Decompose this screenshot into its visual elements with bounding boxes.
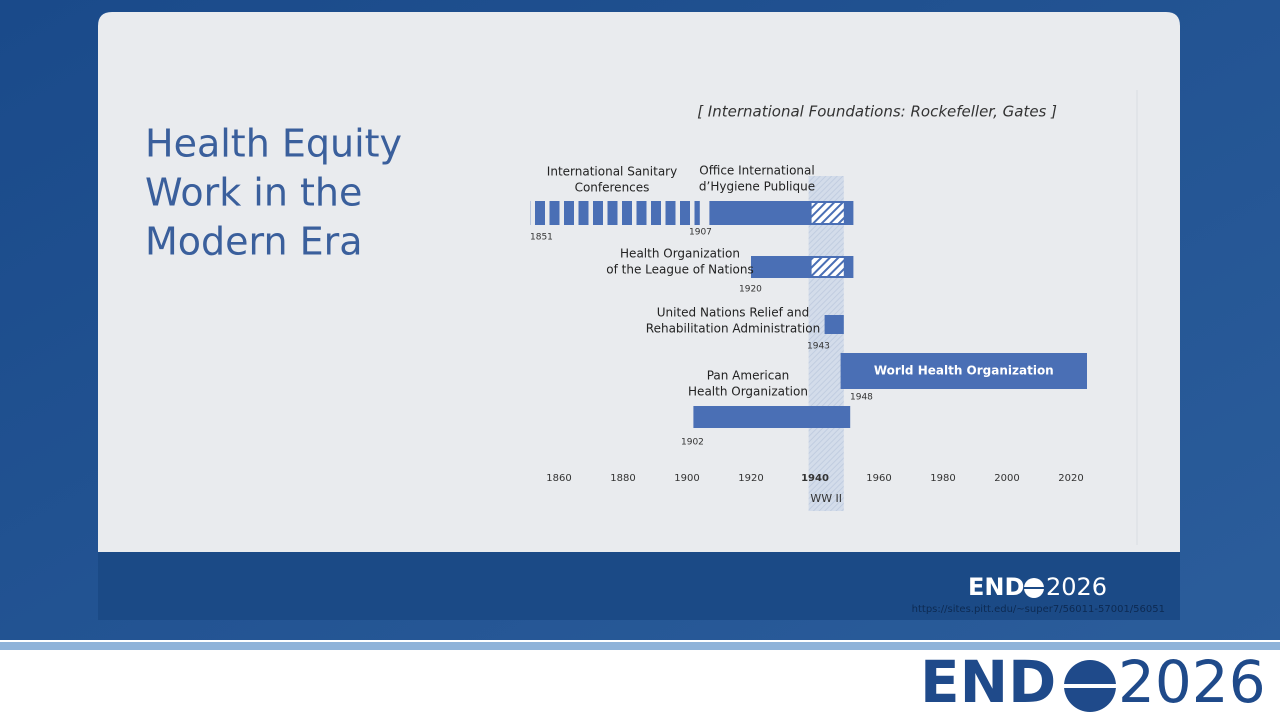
bottom-stripe (0, 642, 1280, 650)
timeline-bar (693, 406, 851, 428)
x-tick-label: 1900 (674, 473, 699, 484)
item-label: United Nations Relief and (657, 306, 809, 320)
x-tick-label: 1880 (610, 473, 635, 484)
logo-right: 2026 (1046, 573, 1107, 601)
item-label: Conferences (575, 181, 650, 195)
start-year-label: 1920 (739, 285, 762, 295)
x-tick-label: 2020 (1058, 473, 1083, 484)
item-label: Health Organization (620, 247, 740, 261)
timeline-bar (530, 201, 700, 225)
start-year-label: 1902 (681, 438, 704, 448)
url: https://sites.pitt.edu/~super7/56011-570… (912, 604, 1165, 615)
title-line: Health Equity (145, 122, 402, 166)
timeline-bar (824, 315, 844, 334)
slide-footer (98, 552, 1180, 620)
small-logo: END 2026 (968, 573, 1107, 601)
item-label: d’Hygiene Publique (699, 180, 815, 194)
logo-left: END (968, 573, 1024, 601)
note: [ International Foundations: Rockefeller… (697, 103, 1057, 121)
logo-right: 2026 (1118, 648, 1266, 716)
start-year-label: 1851 (530, 233, 553, 243)
war-hatch (811, 203, 844, 223)
war-band-label: WW II (810, 492, 842, 505)
large-logo: END 2026 (920, 648, 1266, 716)
item-label: International Sanitary (547, 165, 677, 179)
timeline-chart: WW II 1860 1880 1900 1920 1940 1960 1980 2000 202… (530, 164, 1087, 511)
item-label: Pan American (707, 369, 790, 383)
title-line: Modern Era (145, 220, 363, 264)
start-year-label: 1943 (807, 342, 830, 352)
x-tick-label: 1940 (801, 473, 829, 484)
timeline-bar (840, 353, 1087, 389)
slide-title: Health Equity Work in the Modern Era (145, 122, 402, 264)
slide-panel (98, 12, 1180, 552)
x-tick-label: 1960 (866, 473, 891, 484)
x-tick-label: 1920 (738, 473, 763, 484)
title-line: Work in the (145, 171, 362, 215)
war-band (808, 176, 844, 511)
war-hatch (811, 258, 844, 276)
x-tick-label: 1860 (546, 473, 571, 484)
x-tick-label: 1980 (930, 473, 955, 484)
item-label: Health Organization (688, 385, 808, 399)
item-label: of the League of Nations (606, 263, 753, 277)
x-tick-label: 2000 (994, 473, 1019, 484)
item-label: Rehabilitation Administration (646, 322, 820, 336)
start-year-label: 1948 (850, 393, 873, 403)
logo-left: END (920, 648, 1056, 716)
item-label: Office International (699, 164, 814, 178)
item-label: World Health Organization (874, 364, 1054, 378)
start-year-label: 1907 (689, 228, 712, 238)
